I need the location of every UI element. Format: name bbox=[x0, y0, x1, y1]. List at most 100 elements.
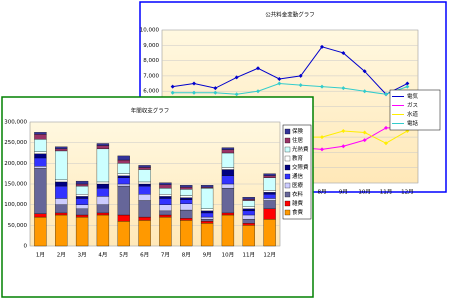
line-marker bbox=[320, 147, 324, 152]
bar-segment bbox=[55, 185, 68, 199]
line-marker bbox=[405, 81, 410, 86]
bar-segment bbox=[55, 198, 68, 205]
line-series bbox=[172, 46, 408, 95]
bar-segment bbox=[55, 146, 68, 150]
bar-segment bbox=[180, 197, 193, 200]
y-tick-label: 250,000 bbox=[4, 140, 27, 146]
y-tick-label: 100,000 bbox=[4, 202, 27, 208]
bar-segment bbox=[117, 177, 130, 185]
legend-swatch bbox=[284, 200, 291, 207]
legend-label: 医療 bbox=[292, 181, 304, 189]
legend-label: 通信 bbox=[292, 172, 304, 180]
line-marker bbox=[362, 69, 367, 74]
bar-segment bbox=[221, 152, 235, 168]
x-tick-label: 11月 bbox=[380, 189, 393, 196]
bar-segment bbox=[34, 132, 47, 135]
line-marker bbox=[405, 84, 410, 89]
bar-segment bbox=[75, 180, 89, 185]
bar-segment bbox=[55, 214, 68, 247]
bar-segment bbox=[180, 189, 193, 196]
x-tick-label: 8月 bbox=[182, 252, 191, 259]
x-tick-label: 7月 bbox=[161, 252, 170, 259]
bar-segment bbox=[138, 167, 151, 170]
bar-segment bbox=[34, 166, 47, 169]
line-marker bbox=[170, 90, 175, 95]
bar-segment bbox=[96, 196, 110, 205]
bar-segment bbox=[263, 173, 276, 176]
line-marker bbox=[362, 138, 367, 143]
x-tick-label: 4月 bbox=[98, 252, 107, 259]
bar-segment bbox=[34, 157, 47, 167]
legend-swatch bbox=[284, 173, 291, 180]
bar-segment bbox=[117, 185, 130, 216]
bar-segment bbox=[242, 199, 255, 201]
bar-segment bbox=[263, 177, 276, 191]
legend-swatch bbox=[284, 155, 291, 162]
y-tick-label: 6,000 bbox=[143, 89, 159, 95]
line-marker bbox=[256, 66, 260, 71]
x-tick-label: 8月 bbox=[318, 189, 327, 196]
bar-segment bbox=[117, 163, 130, 174]
bar-segment bbox=[180, 195, 193, 198]
line-marker bbox=[234, 92, 239, 97]
bar-segment bbox=[200, 216, 214, 220]
bar-segment bbox=[200, 208, 214, 212]
x-tick-label: 11月 bbox=[243, 252, 256, 259]
legend-swatch bbox=[284, 146, 291, 153]
legend-label: 電話 bbox=[407, 119, 419, 127]
line-marker bbox=[384, 125, 388, 130]
legend-label: 光熱費 bbox=[292, 145, 309, 153]
line-marker bbox=[362, 89, 367, 94]
bar-segment bbox=[242, 214, 255, 220]
bar-segment bbox=[221, 175, 235, 185]
bar-segment bbox=[138, 165, 151, 168]
bar-segment bbox=[96, 204, 110, 214]
y-tick-label: 8,000 bbox=[143, 58, 159, 64]
bar-segment bbox=[263, 200, 276, 209]
bar-segment bbox=[159, 184, 172, 189]
line-marker bbox=[341, 144, 346, 149]
bar-segment bbox=[138, 169, 151, 183]
bar-segment bbox=[55, 148, 68, 152]
bar-segment bbox=[180, 203, 193, 211]
line-marker bbox=[320, 44, 324, 49]
bar-segment bbox=[263, 208, 276, 220]
bar-segment bbox=[200, 218, 214, 222]
line-marker bbox=[192, 81, 196, 86]
bar-segment bbox=[75, 183, 89, 187]
bar-segment bbox=[221, 147, 235, 150]
line-marker bbox=[213, 90, 218, 95]
bar-segment bbox=[200, 185, 214, 188]
bar-segment bbox=[117, 173, 130, 176]
bar-segment bbox=[200, 212, 214, 218]
bar-segment bbox=[34, 216, 47, 247]
bar-segment bbox=[159, 198, 172, 205]
bar-segment bbox=[159, 210, 172, 216]
bar-segment bbox=[138, 183, 151, 187]
line-marker bbox=[362, 130, 367, 135]
y-tick-label: 0 bbox=[24, 244, 28, 250]
legend-label: 交際費 bbox=[292, 163, 309, 171]
bar-segment bbox=[263, 194, 276, 199]
bar-segment bbox=[242, 208, 255, 212]
legend-swatch bbox=[284, 128, 291, 135]
bar-segment bbox=[263, 175, 276, 178]
bar-segment bbox=[75, 198, 89, 205]
line-marker bbox=[298, 73, 303, 78]
line-marker bbox=[234, 75, 239, 80]
bar-segment bbox=[96, 187, 110, 197]
bar-segment bbox=[200, 223, 214, 247]
y-tick-label: 10,000 bbox=[140, 28, 160, 34]
bar-segment bbox=[34, 134, 47, 140]
bar-segment bbox=[200, 187, 214, 209]
bar-segment bbox=[34, 168, 47, 214]
bar-segment bbox=[34, 151, 47, 154]
y-tick-label: 150,000 bbox=[4, 182, 27, 188]
chart-panel: 年間収支グラフ 0 50,000 100,000 150,000 200,000 250,0… bbox=[1, 96, 314, 298]
y-tick-label: 50,000 bbox=[8, 223, 28, 229]
bar-segment bbox=[221, 149, 235, 154]
bar-segment bbox=[96, 212, 110, 216]
bar-segment bbox=[55, 179, 68, 183]
bar-segment bbox=[221, 169, 235, 176]
